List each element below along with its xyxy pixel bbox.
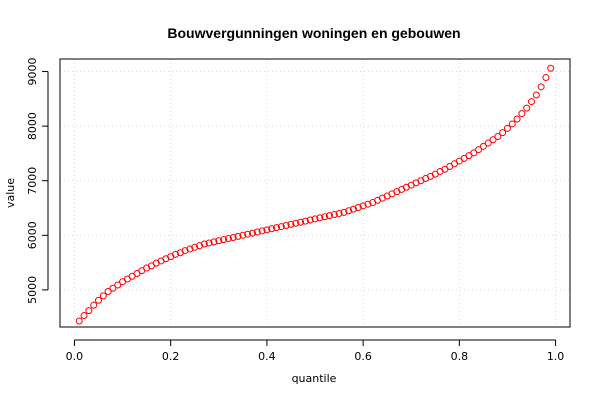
data-point-1 [80, 312, 88, 320]
data-point-40 [268, 225, 276, 233]
data-point-82 [470, 149, 478, 157]
data-point-36 [248, 229, 256, 237]
data-point-43 [282, 221, 290, 229]
data-point-5 [99, 292, 107, 300]
data-point-47 [301, 217, 309, 225]
data-point-50 [316, 214, 324, 222]
data-point-55 [340, 208, 348, 216]
data-point-56 [345, 207, 353, 215]
data-point-22 [181, 247, 189, 255]
data-point-94 [528, 98, 536, 106]
y-tick-label-1: 6000 [26, 221, 39, 249]
data-point-45 [292, 219, 300, 227]
data-point-37 [253, 228, 261, 236]
data-point-57 [349, 205, 357, 213]
data-point-53 [330, 211, 338, 219]
data-point-85 [484, 139, 492, 147]
data-point-87 [494, 133, 502, 141]
y-axis-label: value [4, 178, 17, 208]
x-axis: 0.0 0.2 0.4 0.6 0.8 1.0 [66, 339, 565, 363]
data-point-98 [547, 64, 555, 72]
data-point-90 [508, 120, 516, 128]
data-point-31 [224, 235, 232, 243]
data-point-52 [325, 212, 333, 220]
data-point-0 [75, 317, 83, 325]
data-point-86 [489, 136, 497, 144]
data-point-25 [196, 242, 204, 250]
x-tick-label-5: 1.0 [547, 350, 565, 363]
data-point-35 [244, 230, 252, 238]
data-point-23 [186, 245, 194, 253]
x-tick-label-1: 0.2 [162, 350, 180, 363]
data-point-44 [287, 220, 295, 228]
data-point-96 [537, 83, 545, 91]
data-point-49 [311, 215, 319, 223]
data-point-60 [364, 200, 372, 208]
data-point-54 [335, 209, 343, 217]
data-point-58 [354, 203, 362, 211]
data-point-83 [475, 146, 483, 154]
y-tick-label-3: 8000 [26, 112, 39, 140]
data-point-51 [321, 213, 329, 221]
data-point-29 [215, 237, 223, 245]
data-point-92 [518, 110, 526, 118]
x-tick-label-4: 0.8 [451, 350, 469, 363]
data-point-91 [513, 115, 521, 123]
data-point-6 [104, 288, 112, 296]
data-point-3 [90, 301, 98, 309]
data-point-46 [297, 218, 305, 226]
data-point-93 [523, 104, 531, 112]
data-point-4 [94, 296, 102, 304]
data-points [75, 64, 555, 325]
data-point-26 [200, 240, 208, 248]
x-axis-label: quantile [292, 372, 337, 385]
grid [60, 59, 570, 327]
data-point-59 [359, 202, 367, 210]
data-point-7 [109, 284, 117, 292]
data-point-84 [479, 142, 487, 150]
data-point-2 [85, 307, 93, 315]
data-point-95 [532, 91, 540, 99]
data-point-42 [277, 223, 285, 231]
y-tick-label-2: 7000 [26, 167, 39, 195]
data-point-8 [114, 281, 122, 289]
data-point-33 [234, 232, 242, 240]
y-tick-label-4: 9000 [26, 58, 39, 86]
data-point-30 [220, 236, 228, 244]
x-tick-label-3: 0.6 [354, 350, 372, 363]
data-point-88 [499, 129, 507, 137]
data-point-27 [205, 239, 213, 247]
data-point-24 [191, 243, 199, 251]
plot-frame [59, 58, 571, 328]
data-point-38 [258, 227, 266, 235]
chart-title: Bouwvergunningen woningen en gebouwen [167, 25, 460, 41]
data-point-48 [306, 216, 314, 224]
data-point-97 [542, 74, 550, 82]
x-tick-label-0: 0.0 [66, 350, 84, 363]
data-point-20 [171, 250, 179, 258]
data-point-41 [273, 224, 281, 232]
x-tick-label-2: 0.4 [258, 350, 276, 363]
y-axis: 5000 6000 7000 8000 9000 [26, 58, 49, 304]
data-point-32 [229, 233, 237, 241]
data-point-39 [263, 226, 271, 234]
data-point-28 [210, 238, 218, 246]
data-point-34 [239, 231, 247, 239]
data-point-89 [503, 124, 511, 132]
y-tick-label-0: 5000 [26, 276, 39, 304]
